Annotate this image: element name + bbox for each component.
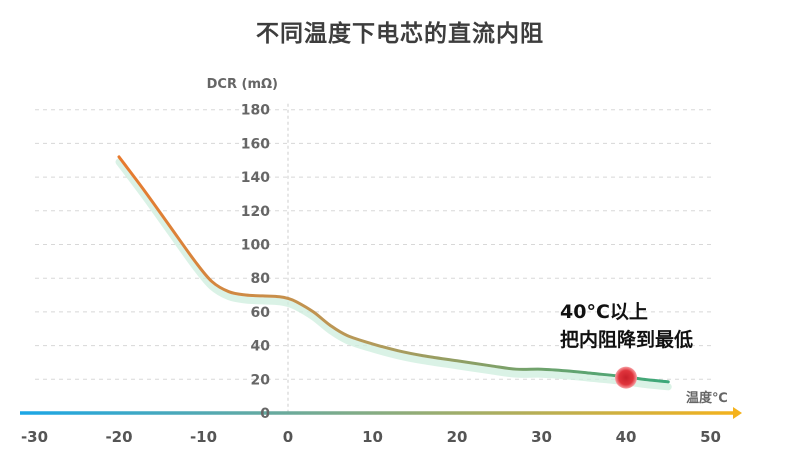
y-tick-label: 120 bbox=[241, 204, 270, 220]
series-line-shadow bbox=[115, 158, 672, 391]
y-tick-label: 0 bbox=[260, 406, 270, 422]
x-tick-label: 10 bbox=[362, 428, 383, 446]
series-layer bbox=[115, 155, 672, 391]
y-tick-label: 60 bbox=[251, 305, 271, 321]
y-tick-label: 160 bbox=[241, 136, 270, 152]
y-axis-label: DCR (mΩ) bbox=[207, 77, 278, 92]
y-tick-label: 140 bbox=[241, 170, 270, 186]
annotation-line-2: 把内阻降到最低 bbox=[560, 328, 693, 351]
x-tick-label: -10 bbox=[190, 428, 217, 446]
highlight-marker bbox=[615, 366, 637, 389]
x-axis bbox=[20, 407, 742, 419]
y-tick-label: 40 bbox=[251, 339, 271, 355]
y-tick-label: 180 bbox=[241, 103, 270, 119]
x-tick-label: 40 bbox=[616, 428, 637, 446]
x-axis-label: 温度℃ bbox=[686, 390, 728, 406]
x-tick-label: 50 bbox=[700, 428, 721, 446]
x-tick-label: 30 bbox=[531, 428, 552, 446]
x-tick-label: -20 bbox=[105, 428, 132, 446]
y-tick-label: 80 bbox=[251, 271, 271, 287]
x-tick-label: 20 bbox=[447, 428, 468, 446]
series-line bbox=[117, 155, 670, 384]
x-axis-arrow bbox=[733, 407, 742, 419]
chart-title: 不同温度下电芯的直流内阻 bbox=[256, 21, 544, 47]
y-tick-label: 100 bbox=[241, 238, 270, 254]
y-tick-label: 20 bbox=[251, 372, 271, 388]
x-tick-label: 0 bbox=[283, 428, 293, 446]
x-tick-label: -30 bbox=[21, 428, 48, 446]
annotation-line-1: 40°C以上 bbox=[560, 301, 648, 323]
